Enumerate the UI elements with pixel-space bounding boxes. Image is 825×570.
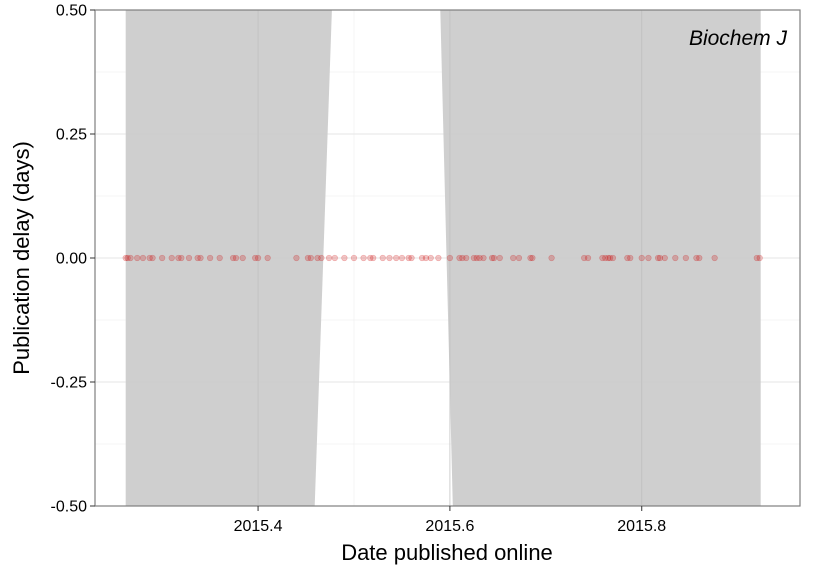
data-point bbox=[314, 254, 321, 262]
data-point bbox=[341, 254, 348, 262]
y-tick-label: 0.25 bbox=[56, 127, 87, 144]
data-point bbox=[252, 254, 259, 262]
data-point bbox=[386, 254, 393, 262]
x-tick-label: 2015.4 bbox=[234, 518, 283, 535]
x-tick-label: 2015.6 bbox=[425, 518, 474, 535]
data-point bbox=[624, 254, 631, 262]
data-point bbox=[711, 254, 718, 262]
data-point bbox=[325, 254, 333, 262]
data-point bbox=[405, 254, 412, 262]
data-point bbox=[682, 254, 689, 262]
data-point bbox=[609, 254, 617, 262]
data-point bbox=[638, 254, 645, 262]
data-point bbox=[175, 254, 182, 262]
data-point bbox=[584, 254, 592, 262]
data-point bbox=[216, 254, 223, 262]
data-point bbox=[318, 254, 325, 262]
y-tick-label: -0.50 bbox=[51, 499, 88, 516]
data-point bbox=[331, 254, 338, 262]
data-point bbox=[427, 254, 434, 262]
confidence-bands bbox=[125, 10, 761, 506]
data-point bbox=[139, 254, 147, 262]
data-point bbox=[185, 254, 193, 262]
data-point bbox=[124, 254, 131, 262]
confidence-band bbox=[125, 10, 332, 506]
annotation-label: Biochem J bbox=[689, 27, 788, 50]
data-point bbox=[693, 254, 700, 262]
data-point bbox=[510, 254, 517, 262]
data-point bbox=[435, 254, 442, 262]
data-point bbox=[696, 254, 703, 262]
data-point bbox=[239, 254, 246, 262]
data-point bbox=[599, 254, 606, 262]
data-point bbox=[529, 254, 536, 262]
data-point bbox=[370, 254, 377, 262]
data-point bbox=[168, 254, 175, 262]
data-point bbox=[581, 254, 588, 262]
y-tick-label: 0.00 bbox=[56, 251, 87, 268]
data-point bbox=[304, 254, 312, 262]
data-point bbox=[656, 254, 664, 262]
data-point bbox=[408, 254, 415, 262]
data-point bbox=[661, 254, 668, 262]
data-point bbox=[470, 254, 477, 262]
data-point bbox=[197, 254, 204, 262]
data-point bbox=[159, 254, 166, 262]
data-point bbox=[194, 254, 201, 262]
data-point bbox=[422, 254, 430, 262]
data-point bbox=[264, 254, 271, 262]
data-point bbox=[393, 254, 400, 262]
data-point bbox=[480, 254, 487, 262]
confidence-band bbox=[440, 10, 761, 506]
data-point bbox=[178, 254, 185, 262]
y-axis-title: Publication delay (days) bbox=[9, 141, 34, 375]
data-point bbox=[360, 254, 367, 262]
y-tick-label: 0.50 bbox=[56, 3, 87, 20]
data-point bbox=[627, 254, 634, 262]
data-point bbox=[605, 254, 612, 262]
data-point bbox=[149, 254, 156, 262]
data-point bbox=[476, 254, 483, 262]
data-point bbox=[490, 254, 498, 262]
data-point bbox=[548, 254, 555, 262]
data-point bbox=[134, 254, 141, 262]
data-point bbox=[127, 254, 134, 262]
data-point bbox=[456, 254, 463, 262]
data-point bbox=[350, 254, 358, 262]
data-point bbox=[207, 254, 214, 262]
x-axis-title: Date published online bbox=[341, 540, 553, 565]
data-point bbox=[753, 254, 760, 262]
data-point bbox=[606, 254, 614, 262]
data-point bbox=[232, 254, 240, 262]
data-point bbox=[146, 254, 153, 262]
data-points bbox=[122, 254, 763, 262]
data-point bbox=[398, 254, 406, 262]
data-point bbox=[379, 254, 386, 262]
data-point bbox=[654, 254, 662, 262]
data-point bbox=[672, 254, 679, 262]
data-point bbox=[496, 254, 503, 262]
y-tick-label: -0.25 bbox=[51, 375, 88, 392]
x-tick-label: 2015.8 bbox=[617, 518, 666, 535]
data-point bbox=[756, 254, 763, 262]
data-point bbox=[515, 254, 523, 262]
data-point bbox=[602, 254, 609, 262]
data-point bbox=[293, 254, 300, 262]
data-point bbox=[367, 254, 374, 262]
data-point bbox=[446, 254, 453, 262]
data-point bbox=[254, 254, 262, 262]
data-point bbox=[418, 254, 426, 262]
data-point bbox=[459, 254, 466, 262]
data-point bbox=[645, 254, 652, 262]
data-point bbox=[489, 254, 496, 262]
data-point bbox=[122, 254, 129, 262]
data-point bbox=[463, 254, 470, 262]
data-point bbox=[473, 254, 480, 262]
data-point bbox=[527, 254, 534, 262]
axes: 0.50 0.25 0.00 -0.25 -0.50 2015.4 2015.6 2015.8 bbox=[51, 3, 667, 536]
data-point bbox=[307, 254, 314, 262]
data-point bbox=[230, 254, 237, 262]
